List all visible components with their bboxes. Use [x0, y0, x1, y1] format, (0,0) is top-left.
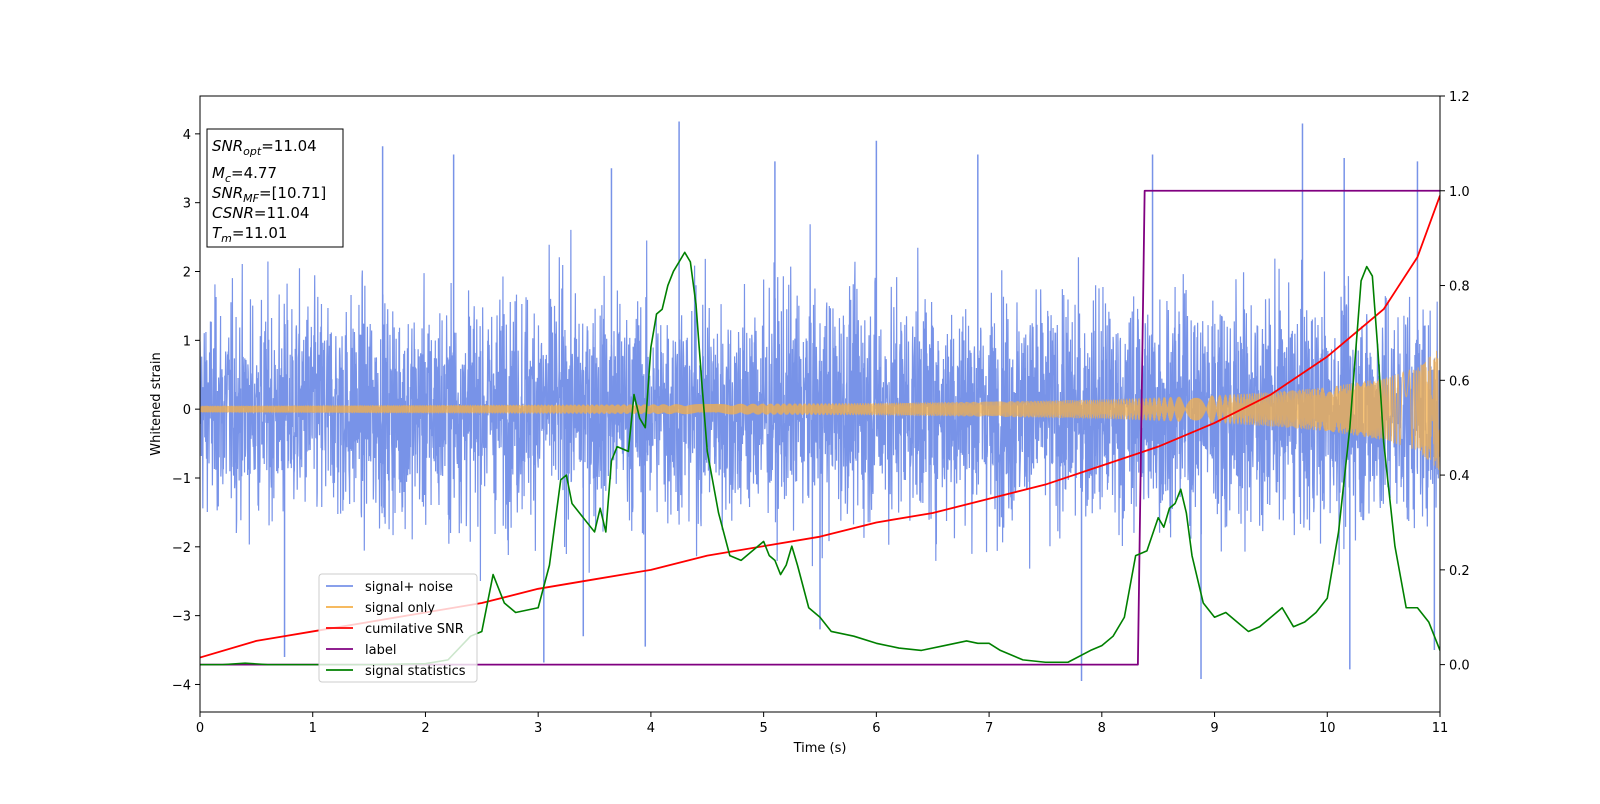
y2-tick-label: 0.8 — [1449, 280, 1470, 295]
y-tick-label: −2 — [172, 541, 191, 556]
legend-signal-only: signal only — [326, 601, 435, 616]
x-tick-label: 2 — [421, 721, 429, 736]
signal-statistics-line — [200, 251, 1440, 666]
x-tick-label: 8 — [1098, 721, 1106, 736]
x-tick-label: 11 — [1432, 721, 1449, 736]
y2-tick-label: 1.2 — [1449, 90, 1470, 105]
plot-area — [200, 121, 1440, 682]
legend: signal+ noise signal only cumilative SNR la… — [318, 573, 478, 683]
x-tick-label: 3 — [534, 721, 542, 736]
y2-tick-label: 0.6 — [1449, 374, 1470, 389]
signal-only-line — [200, 350, 1440, 470]
y-tick-label: 1 — [183, 334, 191, 349]
legend-cumulative-snr: cumilative SNR — [326, 622, 464, 637]
y2-tick-label: 0.4 — [1449, 469, 1470, 484]
x-tick-label: 7 — [985, 721, 993, 736]
x-tick-label: 5 — [759, 721, 767, 736]
x-tick-label: 9 — [1210, 721, 1218, 736]
y-tick-label: 0 — [183, 403, 191, 418]
x-tick-label: 10 — [1319, 721, 1336, 736]
x-tick-label: 0 — [196, 721, 204, 736]
y2-tick-label: 1.0 — [1449, 185, 1470, 200]
legend-label: label — [326, 643, 396, 658]
legend-label-text: cumilative SNR — [365, 622, 464, 637]
label-line — [200, 189, 1440, 666]
info-box-frame — [206, 128, 344, 248]
legend-signal-plus-noise: signal+ noise — [326, 580, 453, 595]
x-tick-label: 4 — [647, 721, 655, 736]
x-tick-label: 1 — [309, 721, 317, 736]
x-axis-title: Time (s) — [793, 741, 847, 756]
y2-tick-label: 0.0 — [1449, 659, 1470, 674]
y-tick-label: 2 — [183, 266, 191, 281]
legend-signal-statistics: signal statistics — [326, 664, 466, 679]
x-tick-label: 6 — [872, 721, 880, 736]
y2-tick-label: 0.2 — [1449, 564, 1470, 579]
legend-label-text: label — [365, 643, 396, 658]
info-snr-mf: SNRMF=[10.71] — [212, 184, 326, 205]
y-tick-label: 3 — [183, 197, 191, 212]
y-tick-label: −4 — [172, 678, 191, 693]
legend-frame — [318, 573, 478, 683]
legend-label-text: signal+ noise — [365, 580, 453, 595]
info-mc: Mc=4.77 — [212, 164, 277, 185]
plot-frame — [199, 95, 1441, 713]
y-tick-label: −3 — [172, 610, 191, 625]
y-tick-label: −1 — [172, 472, 191, 487]
info-tm: Tm=11.01 — [212, 224, 287, 245]
axes: 0 1 2 3 4 5 6 7 8 9 10 1143210−1−2−3−41.21.00.80.60… — [172, 90, 1470, 736]
info-box: SNRopt=11.04 Mc=4.77 SNRMF=[10.71] CSNR=… — [206, 128, 344, 248]
info-snr-opt: SNRopt=11.04 — [212, 137, 317, 158]
y-tick-label: 4 — [183, 128, 191, 143]
y-axis-title: Whitened strain — [149, 352, 164, 455]
info-csnr: CSNR=11.04 — [212, 204, 309, 222]
legend-label-text: signal only — [365, 601, 435, 616]
legend-label-text: signal statistics — [365, 664, 466, 679]
